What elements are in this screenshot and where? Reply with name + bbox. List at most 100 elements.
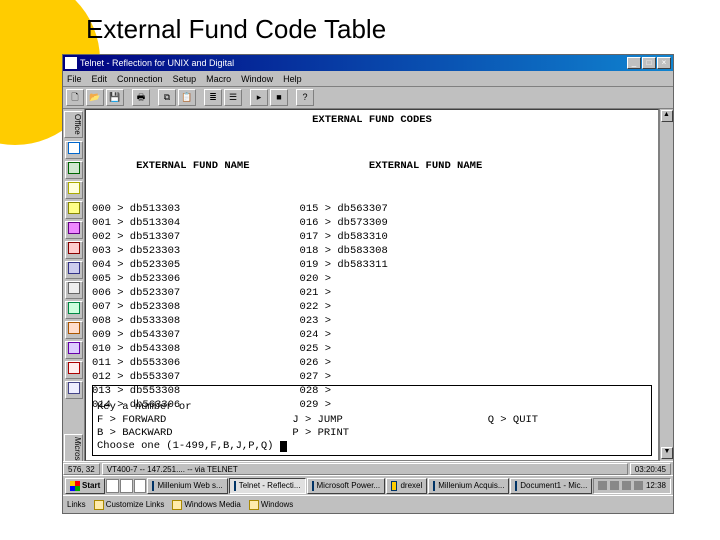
shortcut-icon[interactable] [65, 181, 83, 199]
fund-row: 025 > [300, 342, 483, 356]
fund-row: 015 > db563307 [300, 202, 483, 216]
quicklaunch-icon[interactable] [120, 479, 133, 493]
shortcut-icon[interactable] [65, 321, 83, 339]
shortcut-icon[interactable] [65, 281, 83, 299]
taskbar-item[interactable]: Document1 - Mic... [510, 478, 592, 494]
toolbar-play-icon[interactable]: ▸ [250, 89, 268, 106]
toolbar-copy-icon[interactable]: ⧉ [158, 89, 176, 106]
taskbar-item[interactable]: Microsoft Power... [307, 478, 386, 494]
cmd-line1: Key a number or [97, 401, 192, 413]
taskbar-item[interactable]: drexel [386, 478, 427, 494]
shortcut-icon[interactable] [65, 161, 83, 179]
shortcut-icon[interactable] [65, 361, 83, 379]
system-tray: 12:38 [593, 478, 671, 494]
windows-logo-icon [70, 481, 80, 491]
scrollbar-vertical[interactable]: ▲ ▼ [659, 109, 673, 461]
shortcut-icon[interactable] [65, 141, 83, 159]
fund-row: 021 > [300, 286, 483, 300]
scroll-down-icon[interactable]: ▼ [661, 447, 673, 459]
tray-icon[interactable] [622, 481, 631, 490]
fund-row: 007 > db523308 [92, 300, 250, 314]
fund-row: 009 > db543307 [92, 328, 250, 342]
shortcut-icon[interactable] [65, 241, 83, 259]
tray-icon[interactable] [634, 481, 643, 490]
fund-row: 018 > db583308 [300, 244, 483, 258]
shortcut-icon[interactable] [65, 221, 83, 239]
tray-icon[interactable] [598, 481, 607, 490]
app-icon [312, 481, 314, 491]
toolbar-print-icon[interactable]: 🖶 [132, 89, 150, 106]
close-button[interactable]: × [657, 57, 671, 69]
links-label: Links [67, 500, 86, 509]
cmd-forward: F > FORWARD [97, 414, 166, 426]
scroll-up-icon[interactable]: ▲ [661, 110, 673, 122]
link-icon [249, 500, 259, 510]
menu-file[interactable]: File [67, 74, 82, 84]
cmd-prompt: Choose one (1-499,F,B,J,P,Q) [97, 440, 273, 452]
shortcut-icon[interactable] [65, 381, 83, 399]
app-icon [152, 481, 154, 491]
menu-help[interactable]: Help [283, 74, 302, 84]
statusbar: 576, 32 VT400-7 -- 147.251.... -- via TE… [63, 461, 673, 475]
menu-window[interactable]: Window [241, 74, 273, 84]
link-icon [94, 500, 104, 510]
menu-connection[interactable]: Connection [117, 74, 163, 84]
window-title: Telnet - Reflection for UNIX and Digital [80, 58, 627, 68]
link-item[interactable]: Customize Links [94, 500, 165, 510]
toolbar-help-icon[interactable]: ? [296, 89, 314, 106]
taskbar-item[interactable]: Millenium Web s... [147, 478, 227, 494]
shortcut-icon[interactable] [65, 341, 83, 359]
cmd-print: P > PRINT [292, 427, 349, 439]
minimize-button[interactable]: _ [627, 57, 641, 69]
toolbar-save-icon[interactable]: 💾 [106, 89, 124, 106]
shortcut-icon[interactable] [65, 301, 83, 319]
quicklaunch-icon[interactable] [106, 479, 119, 493]
fund-row: 019 > db583311 [300, 258, 483, 272]
menu-setup[interactable]: Setup [173, 74, 197, 84]
links-toolbar: Links Customize Links Windows Media Wind… [63, 495, 673, 513]
cursor [280, 441, 287, 452]
fund-row: 001 > db513304 [92, 216, 250, 230]
shortcut-icon[interactable] [65, 201, 83, 219]
clock: 12:38 [646, 481, 666, 490]
fund-row: 004 > db523305 [92, 258, 250, 272]
toolbar-btn-b[interactable]: ☰ [224, 89, 242, 106]
link-item[interactable]: Windows Media [172, 500, 240, 510]
fund-row: 011 > db553306 [92, 356, 250, 370]
fund-row: 026 > [300, 356, 483, 370]
status-time: 03:20:45 [630, 463, 671, 475]
toolbar-btn-a[interactable]: ≣ [204, 89, 222, 106]
shortcut-icon[interactable] [65, 261, 83, 279]
start-button[interactable]: Start [65, 478, 105, 494]
cmd-quit: Q > QUIT [488, 414, 538, 426]
app-icon [234, 481, 236, 491]
command-box: Key a number or F > FORWARD J > JUMP Q >… [92, 385, 652, 456]
app-icon [515, 481, 517, 491]
app-window: Telnet - Reflection for UNIX and Digital… [62, 54, 674, 514]
slide-title: External Fund Code Table [86, 14, 386, 45]
col2-header: EXTERNAL FUND NAME [300, 159, 483, 173]
link-item[interactable]: Windows [249, 500, 293, 510]
titlebar: Telnet - Reflection for UNIX and Digital… [63, 55, 673, 71]
app-icon [391, 481, 397, 491]
maximize-button[interactable]: □ [642, 57, 656, 69]
toolbar-paste-icon[interactable]: 📋 [178, 89, 196, 106]
menu-macro[interactable]: Macro [206, 74, 231, 84]
toolbar-stop-icon[interactable]: ■ [270, 89, 288, 106]
fund-row: 008 > db533308 [92, 314, 250, 328]
status-connection: VT400-7 -- 147.251.... -- via TELNET [102, 463, 628, 475]
menu-edit[interactable]: Edit [92, 74, 108, 84]
terminal-area[interactable]: EXTERNAL FUND CODES EXTERNAL FUND NAME 0… [85, 109, 659, 461]
taskbar-item-active[interactable]: Telnet - Reflecti... [229, 478, 306, 494]
cmd-jump: J > JUMP [292, 414, 342, 426]
cmd-backward: B > BACKWARD [97, 427, 173, 439]
taskbar-item[interactable]: Millenium Acquis... [428, 478, 509, 494]
toolbar: 🗋 📂 💾 🖶 ⧉ 📋 ≣ ☰ ▸ ■ ? [63, 87, 673, 109]
tray-icon[interactable] [610, 481, 619, 490]
fund-row: 012 > db553307 [92, 370, 250, 384]
fund-row: 023 > [300, 314, 483, 328]
toolbar-open-icon[interactable]: 📂 [86, 89, 104, 106]
toolbar-new-icon[interactable]: 🗋 [66, 89, 84, 106]
quicklaunch-icon[interactable] [134, 479, 147, 493]
status-cursor-pos: 576, 32 [63, 463, 100, 475]
